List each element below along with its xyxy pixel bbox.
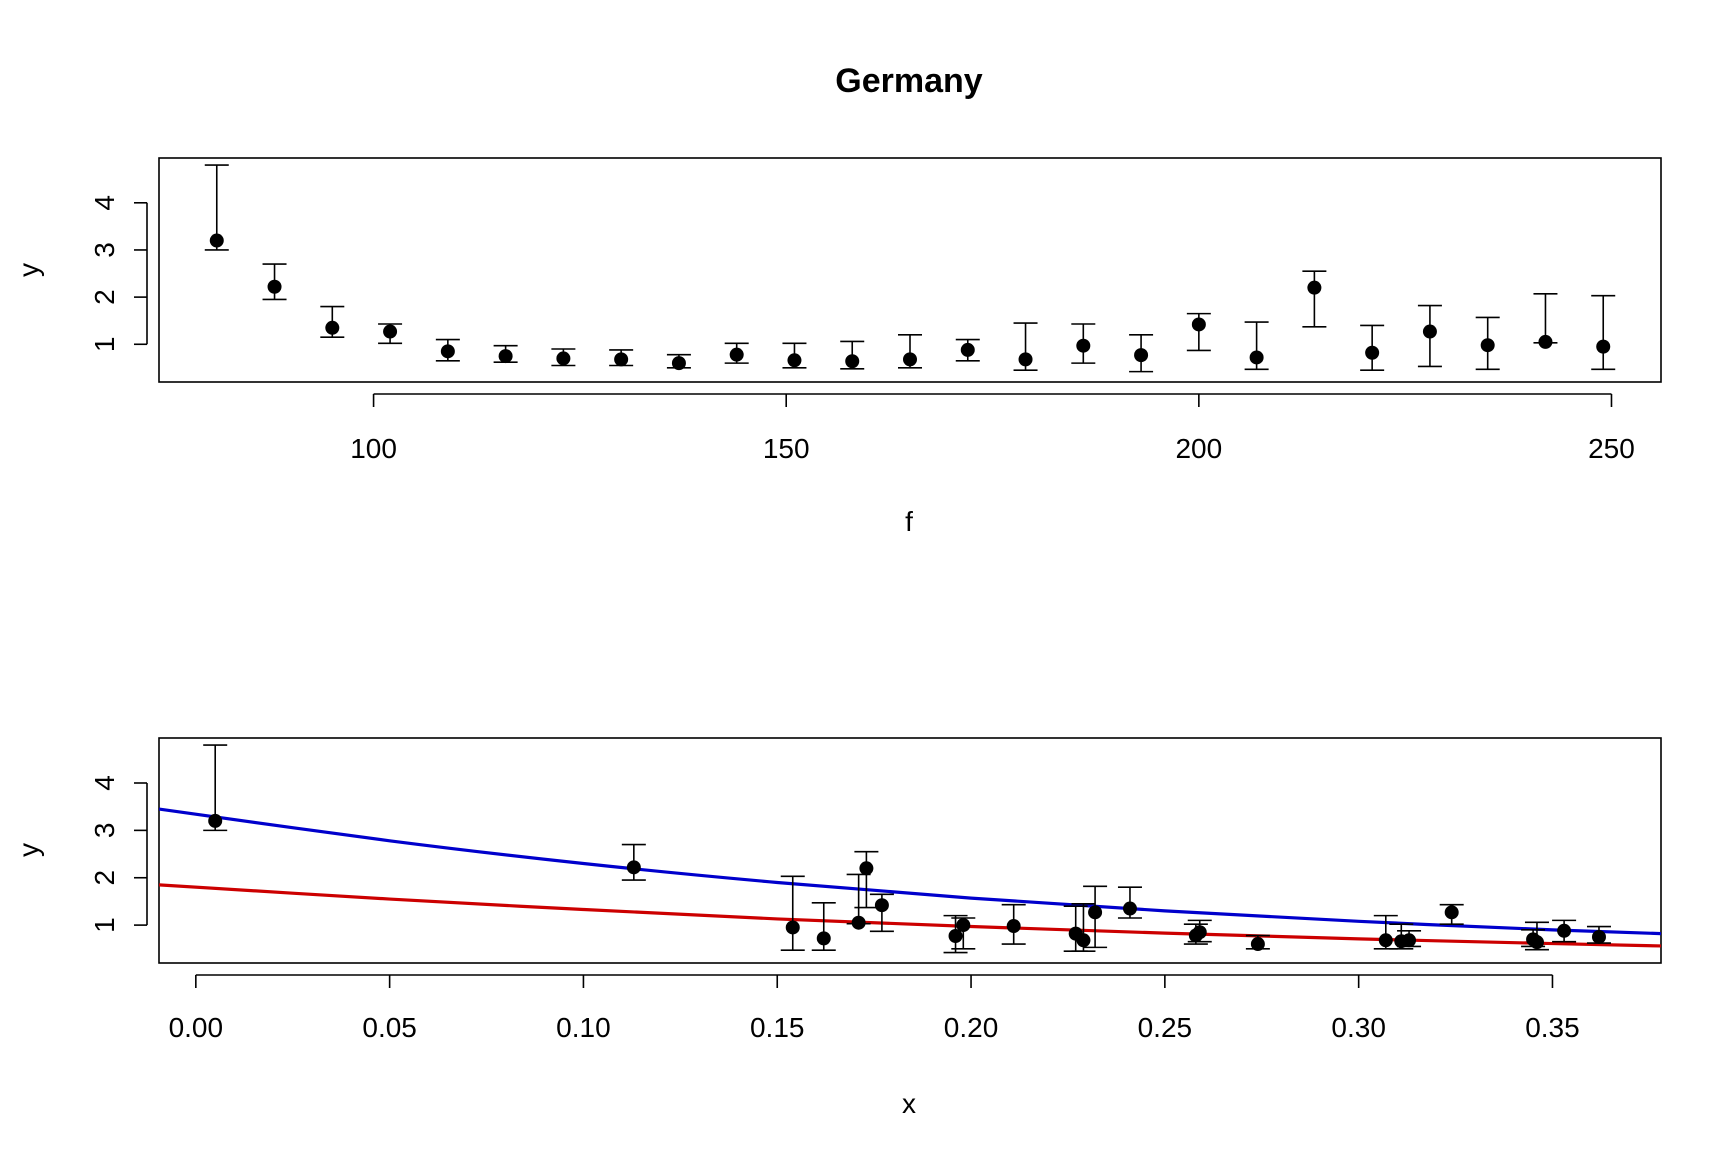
data-point	[498, 349, 513, 364]
x-tick-label: 0.15	[750, 1012, 805, 1043]
data-point	[626, 860, 641, 875]
x-tick-label: 0.10	[556, 1012, 611, 1043]
data-point	[1444, 905, 1459, 920]
data-point	[671, 356, 686, 371]
data-point	[1076, 933, 1091, 948]
bottom-panel-x-vs-y: x y 0.00 0.05 0.10 0.15 0.20 0.25 0.30 0.35 1 2 3 4	[13, 737, 1662, 1119]
data-point	[1422, 324, 1437, 339]
y-tick-label: 3	[89, 823, 120, 839]
data-point	[440, 344, 455, 359]
x-tick-label: 0.00	[169, 1012, 224, 1043]
data-point	[1557, 923, 1572, 938]
data-point	[785, 920, 800, 935]
data-point	[816, 931, 831, 946]
x-tick-label: 0.30	[1331, 1012, 1386, 1043]
data-point	[209, 233, 224, 248]
data-point	[851, 915, 866, 930]
y-tick-label: 4	[89, 775, 120, 791]
data-point	[1192, 925, 1207, 940]
data-point	[1134, 348, 1149, 363]
data-point	[948, 929, 963, 943]
data-point	[874, 898, 889, 913]
data-point	[1088, 905, 1103, 920]
y-tick-label: 1	[89, 917, 120, 933]
data-point	[845, 354, 860, 369]
error-bar	[1302, 270, 1327, 328]
data-point	[383, 324, 398, 339]
data-point	[1529, 935, 1544, 950]
red-fit-curve	[159, 883, 1661, 948]
x-tick-label: 150	[763, 433, 810, 464]
data-point	[903, 352, 917, 367]
error-bar	[1591, 294, 1616, 371]
blue-fit-curve	[159, 807, 1661, 936]
data-point	[956, 918, 971, 933]
y-axis-label: y	[13, 263, 44, 277]
data-point	[1538, 334, 1553, 349]
x-tick-label: 200	[1175, 433, 1222, 464]
data-point	[1122, 901, 1137, 916]
data-point	[1249, 350, 1264, 365]
plot-frame	[158, 157, 1662, 383]
data-point	[208, 813, 223, 828]
data-point	[787, 353, 802, 368]
y-axis-label: y	[13, 843, 44, 857]
data-point	[1018, 352, 1033, 367]
data-point	[1250, 937, 1265, 952]
data-point	[1596, 339, 1611, 354]
data-point	[1378, 933, 1393, 948]
data-point	[614, 352, 629, 367]
y-tick-label: 1	[89, 336, 120, 352]
x-axis-label: f	[905, 506, 913, 537]
x-tick-label: 0.35	[1525, 1012, 1580, 1043]
plot-frame	[158, 737, 1662, 964]
y-tick-label: 4	[89, 195, 120, 211]
y-tick-label: 3	[89, 242, 120, 258]
data-point	[1591, 929, 1606, 944]
data-point	[1076, 338, 1091, 353]
data-point	[1402, 933, 1417, 948]
data-point	[1006, 919, 1021, 934]
data-point	[1191, 317, 1206, 332]
chart-title: Germany	[835, 62, 982, 100]
data-point	[729, 347, 744, 362]
x-tick-label: 250	[1588, 433, 1635, 464]
top-panel-f-vs-y: f y 100 150 200 250 1 2 3 4	[13, 157, 1662, 537]
error-bar	[780, 875, 805, 952]
data-point	[1307, 280, 1322, 295]
data-point	[325, 320, 340, 335]
x-axis-label: x	[902, 1088, 916, 1119]
data-point	[859, 861, 874, 876]
x-tick-label: 100	[350, 433, 397, 464]
y-tick-label: 2	[89, 289, 120, 305]
data-point	[1480, 338, 1495, 353]
data-point	[960, 342, 975, 357]
x-tick-label: 0.05	[362, 1012, 417, 1043]
data-point	[1365, 345, 1380, 360]
x-tick-label: 0.20	[944, 1012, 999, 1043]
x-tick-label: 0.25	[1138, 1012, 1193, 1043]
data-point	[556, 351, 571, 366]
error-bar	[854, 850, 879, 909]
data-point	[267, 279, 282, 294]
y-tick-label: 2	[89, 870, 120, 886]
